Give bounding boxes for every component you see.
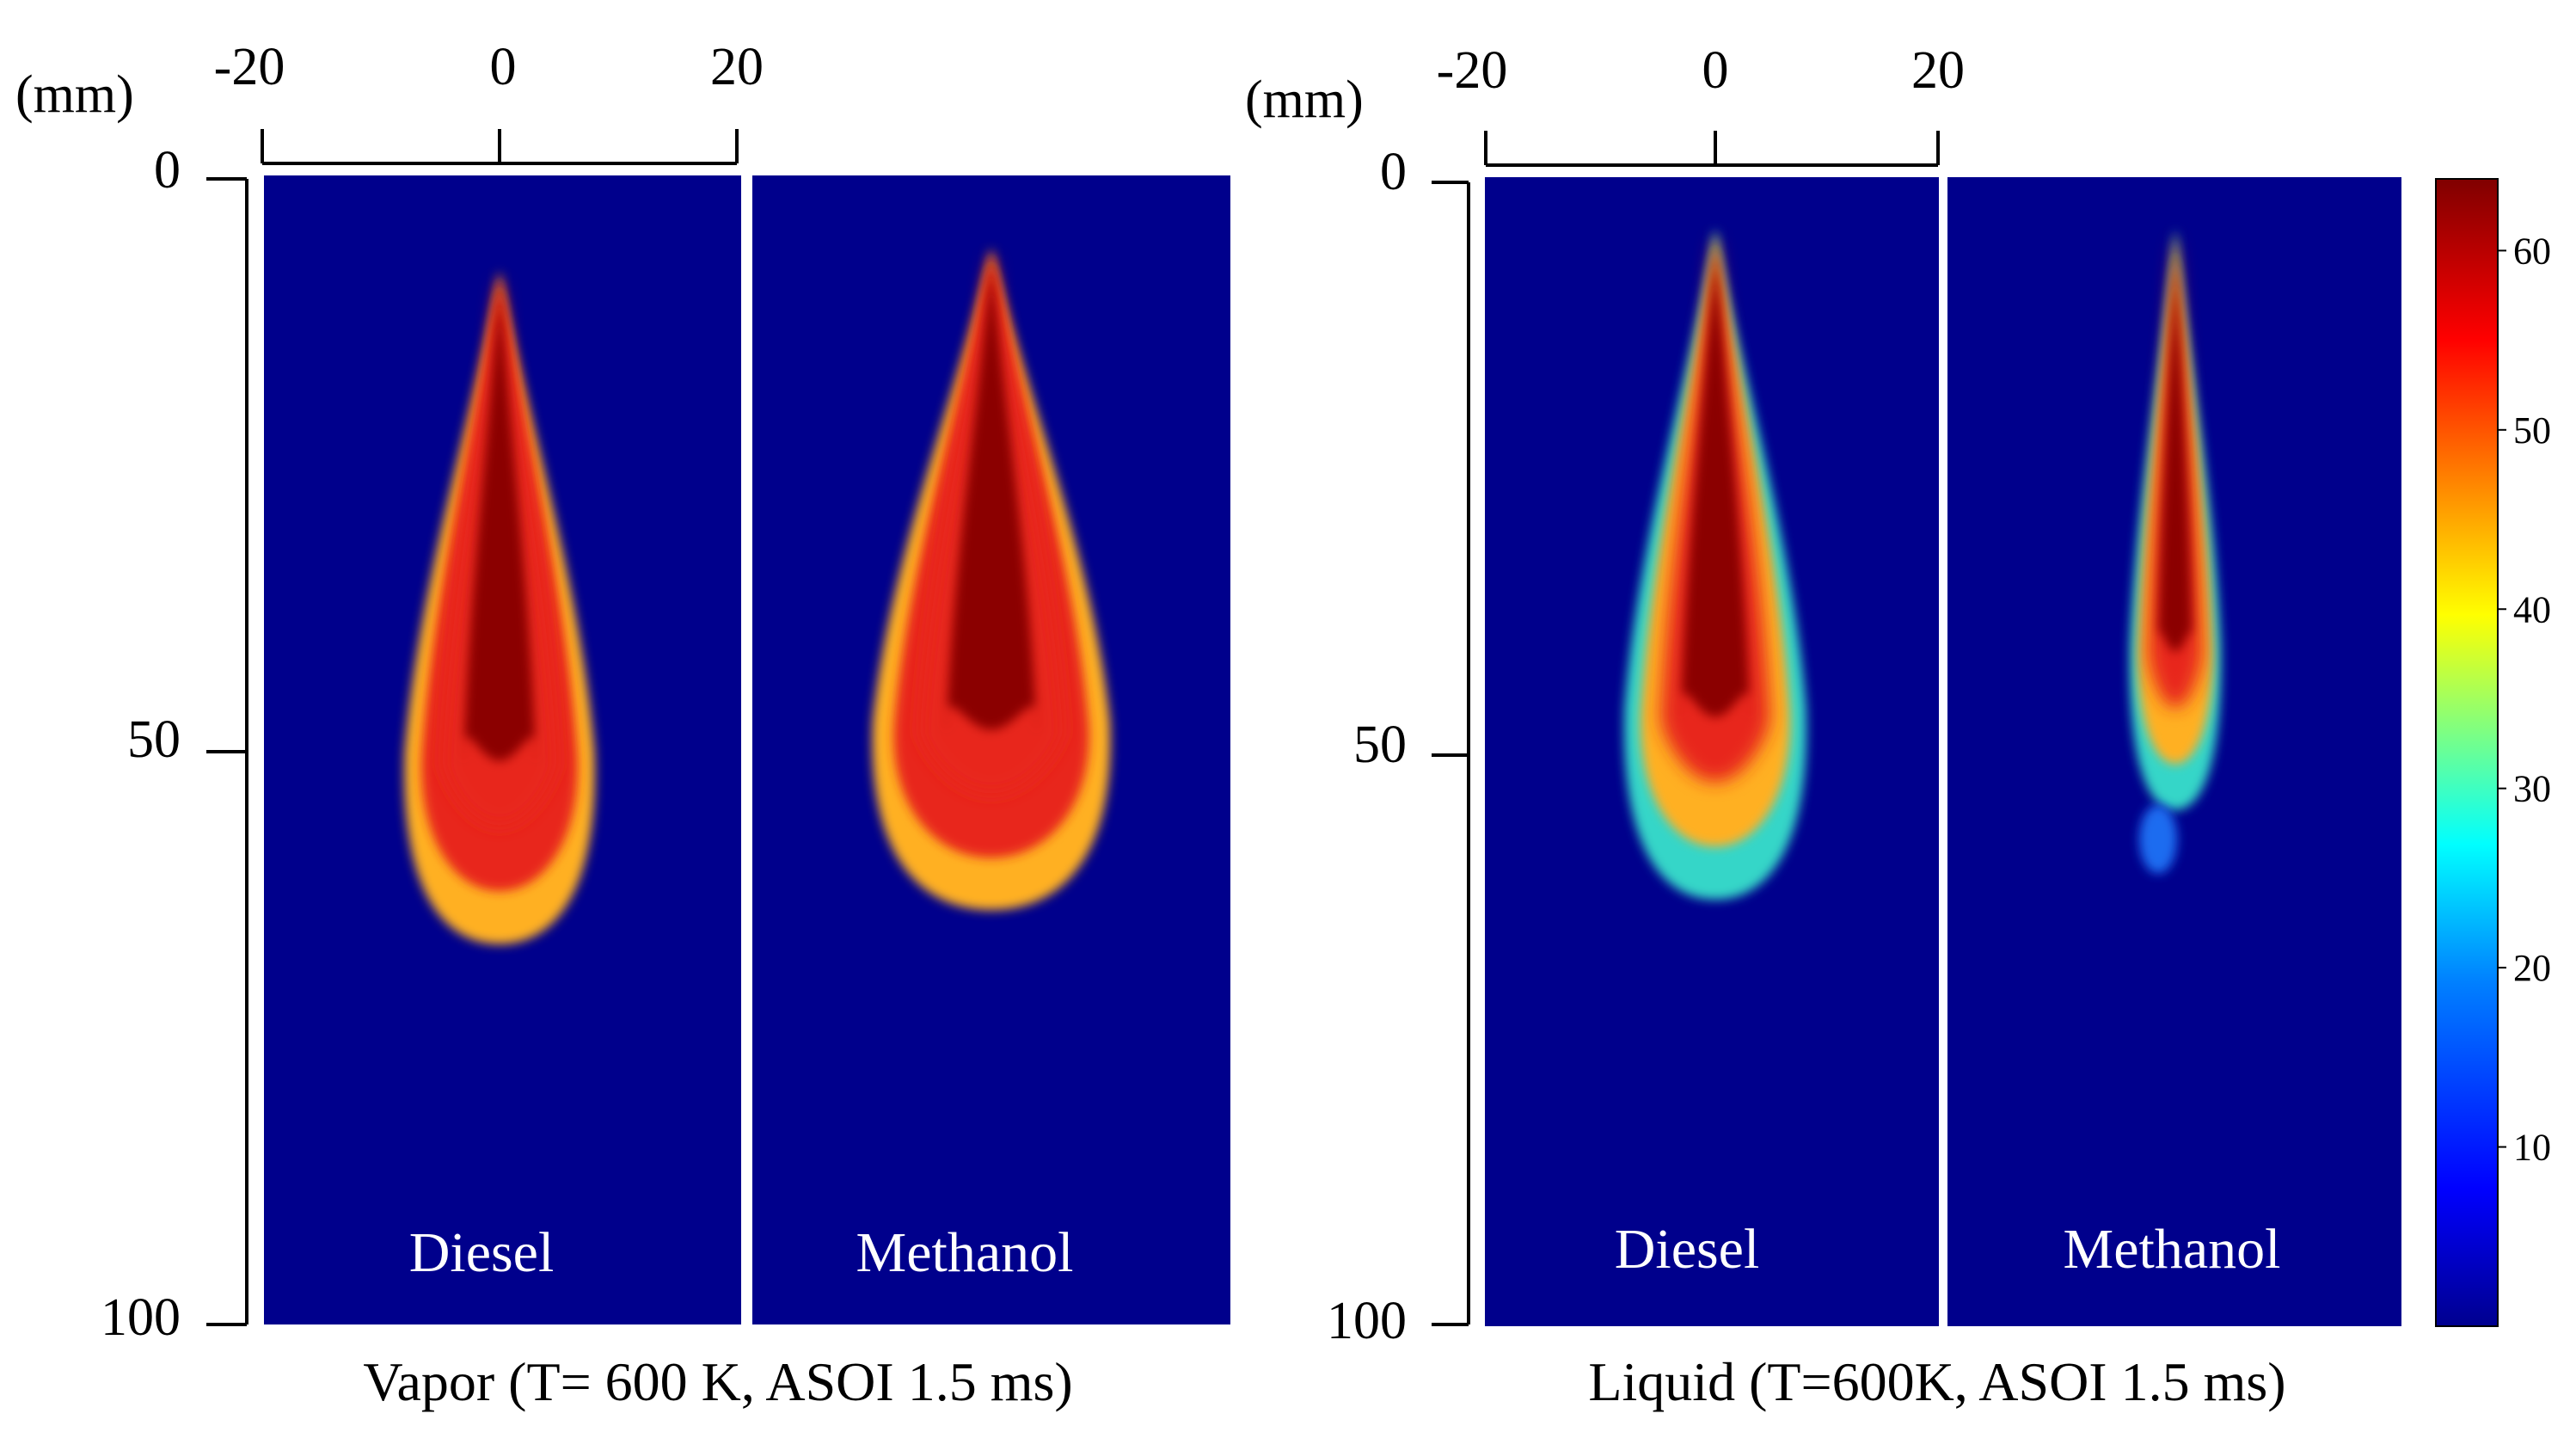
spray-core-region bbox=[946, 258, 1037, 732]
liquid-x-tick: -20 bbox=[1437, 41, 1508, 100]
spray-core-region bbox=[2157, 238, 2193, 655]
liquid-diesel-spray bbox=[1623, 228, 1807, 900]
vapor-y-axis bbox=[206, 177, 248, 1326]
liquid-y-tick: 100 bbox=[1327, 1292, 1407, 1350]
vapor-y-tick: 0 bbox=[154, 141, 181, 200]
vapor-caption: Vapor (T= 600 K, ASOI 1.5 ms) bbox=[363, 1351, 1072, 1412]
liquid-x-axis bbox=[1484, 131, 1940, 167]
liquid-methanol-spray bbox=[2129, 228, 2222, 874]
colorbar-tick-label: 10 bbox=[2513, 1127, 2551, 1169]
colorbar-tick-label: 50 bbox=[2513, 409, 2551, 452]
vapor-x-axis bbox=[261, 129, 739, 165]
colorbar-gradient bbox=[2435, 178, 2499, 1327]
colorbar-tick-label: 20 bbox=[2513, 947, 2551, 989]
vapor-methanol-label: Methanol bbox=[856, 1221, 1074, 1284]
colorbar-tick-label: 30 bbox=[2513, 768, 2551, 810]
vapor-figure: (mm) -20 0 20 0 50 100 Diesel Methanol V… bbox=[15, 38, 1230, 1412]
vapor-x-tick: -20 bbox=[214, 38, 285, 96]
liquid-methanol-label: Methanol bbox=[2064, 1218, 2281, 1281]
liquid-y-tick: 50 bbox=[1353, 716, 1407, 774]
liquid-x-tick: 0 bbox=[1702, 41, 1729, 100]
vapor-x-tick: 0 bbox=[490, 38, 517, 96]
vapor-x-tick: 20 bbox=[710, 38, 764, 96]
liquid-diesel-label: Diesel bbox=[1615, 1218, 1760, 1281]
liquid-y-axis bbox=[1432, 181, 1470, 1326]
vapor-unit-label: (mm) bbox=[15, 65, 134, 124]
spray-core-region bbox=[463, 280, 537, 763]
colorbar-tick-label: 60 bbox=[2513, 230, 2551, 272]
liquid-figure: (mm) -20 0 20 0 50 100 Diesel Methanol L… bbox=[1245, 41, 2401, 1412]
colorbar: 10 20 30 40 50 60 bbox=[2435, 178, 2551, 1327]
vapor-diesel-label: Diesel bbox=[409, 1221, 555, 1284]
liquid-caption: Liquid (T=600K, ASOI 1.5 ms) bbox=[1588, 1351, 2285, 1412]
liquid-y-tick: 0 bbox=[1380, 143, 1407, 201]
spray-detached-blob bbox=[2139, 804, 2177, 874]
vapor-diesel-spray bbox=[404, 270, 595, 944]
vapor-y-tick: 100 bbox=[101, 1288, 181, 1347]
vapor-y-tick: 50 bbox=[127, 710, 181, 769]
colorbar-tick-label: 40 bbox=[2513, 588, 2551, 630]
liquid-unit-label: (mm) bbox=[1245, 71, 1364, 129]
spray-core-region bbox=[1680, 238, 1751, 719]
vapor-methanol-spray bbox=[872, 247, 1111, 911]
liquid-x-tick: 20 bbox=[1911, 41, 1965, 100]
